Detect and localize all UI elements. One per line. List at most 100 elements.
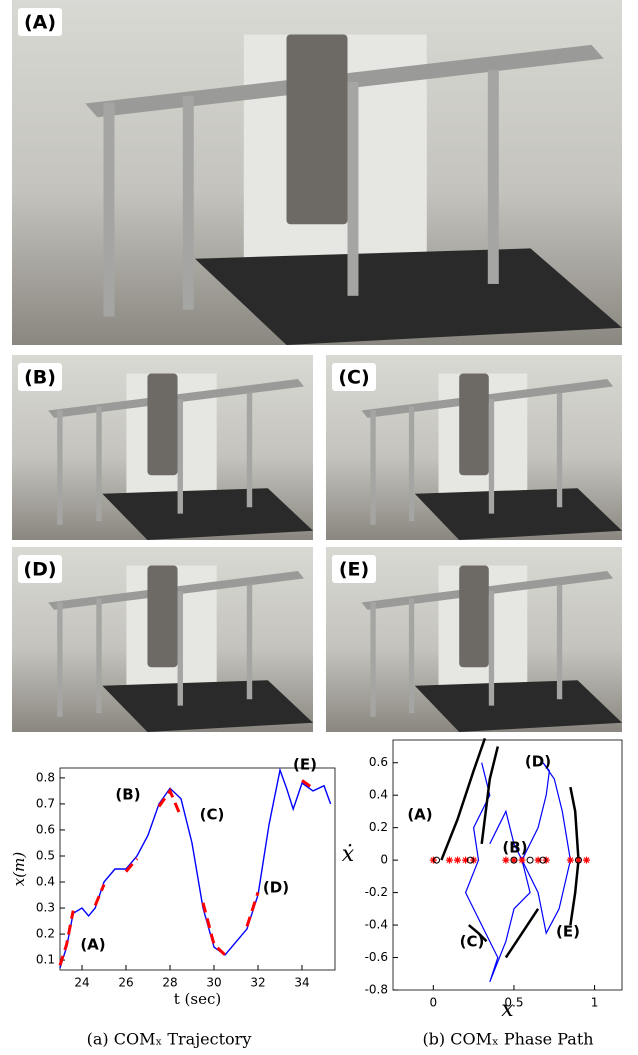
frame-post — [556, 584, 563, 700]
y-axis-label: x(m) — [10, 852, 28, 887]
caption: (a) COMₓ Trajectory — [87, 1030, 252, 1049]
x-tick-label: 34 — [294, 976, 309, 990]
x-tick-label: 24 — [74, 976, 89, 990]
robot — [147, 565, 178, 668]
frame-post — [408, 406, 415, 522]
series-line — [59, 767, 332, 969]
frame-post — [488, 398, 495, 514]
y-tick-label: 0.8 — [36, 770, 55, 784]
annotation: (A) — [80, 936, 105, 954]
star-marker — [462, 856, 470, 864]
frame-post — [408, 598, 415, 714]
frame-post — [103, 102, 115, 317]
annotation: (D) — [525, 753, 551, 771]
y-tick-label: 0.2 — [369, 820, 388, 834]
robot — [147, 373, 178, 476]
frame-post — [177, 398, 183, 514]
annotation: (E) — [556, 923, 580, 941]
x-tick-label: 0 — [429, 996, 437, 1010]
treadmill — [414, 488, 622, 540]
apex-marker — [433, 856, 441, 864]
x-tick-label: 0.5 — [504, 996, 523, 1010]
x-tick-label: 32 — [250, 976, 265, 990]
annotation: (A) — [407, 806, 432, 824]
photo: (E) — [326, 547, 622, 732]
panel-label: (D) — [23, 559, 56, 581]
apex-marker — [574, 856, 582, 864]
star-marker — [510, 856, 518, 864]
frame-post — [347, 81, 359, 296]
y-tick-label: -0.8 — [365, 983, 388, 997]
y-axis-label: ẋ — [342, 842, 355, 867]
y-tick-label: 0.4 — [369, 788, 388, 802]
star-marker — [518, 856, 526, 864]
annotation: (E) — [293, 756, 317, 774]
y-tick-label: 0.6 — [36, 822, 55, 836]
chart: 0 0.5 1 0.6 0.4 0.2 0 -0.2 -0.4 -0.6 -0.8 x ẋ (b) COM… — [342, 737, 623, 1049]
photo: (A) — [12, 0, 622, 345]
robot — [459, 565, 489, 668]
frame-post — [57, 602, 63, 717]
star-marker — [502, 856, 510, 864]
x-tick-label: 28 — [162, 976, 177, 990]
y-tick-label: 0.4 — [36, 875, 55, 889]
frame-post — [370, 410, 376, 525]
photo: (C) — [326, 355, 622, 540]
panel-label: (E) — [339, 559, 369, 581]
plot-frame — [59, 767, 336, 971]
frame-post — [57, 410, 63, 525]
y-tick-label: 0.3 — [36, 901, 55, 915]
annotation: (C) — [200, 806, 225, 824]
label-bg — [18, 555, 62, 583]
chart: 24 26 28 30 32 34 0.1 0.2 0.3 0.4 0.5 0.6 0.7 0.8 t (s… — [10, 756, 335, 1049]
annotation: (B) — [502, 839, 527, 857]
treadmill — [102, 488, 313, 540]
annotation: (D) — [263, 879, 289, 897]
frame-post — [487, 70, 499, 284]
frame-post — [488, 590, 495, 706]
star-marker — [445, 856, 453, 864]
frame-post — [246, 584, 253, 700]
series-line — [464, 762, 572, 983]
frame-post — [370, 602, 376, 717]
star-marker — [534, 856, 542, 864]
label-bg — [18, 363, 62, 391]
panel-label: (C) — [338, 367, 369, 389]
frame-post — [182, 95, 194, 310]
frame-post — [556, 392, 563, 508]
treadmill — [195, 248, 622, 345]
plot-frame — [392, 739, 623, 991]
treadmill — [102, 680, 313, 732]
x-tick-label: 1 — [591, 996, 599, 1010]
x-axis-label: x — [501, 997, 514, 1022]
y-tick-label: 0.1 — [36, 953, 55, 967]
x-axis-label: t (sec) — [174, 990, 221, 1008]
label-bg — [18, 8, 62, 36]
y-tick-label: -0.4 — [365, 918, 388, 932]
y-tick-label: -0.2 — [365, 885, 388, 899]
star-marker — [454, 856, 462, 864]
apex-marker — [510, 856, 518, 864]
annotation: (C) — [460, 933, 485, 951]
y-tick-label: 0.7 — [36, 796, 55, 810]
label-bg — [332, 363, 376, 391]
photo: (D) — [12, 547, 313, 732]
y-tick-label: 0 — [380, 853, 388, 867]
panel-label: (A) — [24, 12, 56, 34]
star-marker — [574, 856, 582, 864]
robot — [459, 373, 489, 476]
x-tick-label: 26 — [118, 976, 133, 990]
star-marker — [566, 856, 574, 864]
frame-post — [246, 392, 253, 508]
y-tick-label: 0.2 — [36, 927, 55, 941]
label-bg — [332, 555, 376, 583]
apex-marker — [526, 856, 534, 864]
apex-marker — [466, 856, 474, 864]
frame-post — [96, 598, 102, 714]
frame-post — [96, 406, 102, 522]
photos: (A) (B) (C) (D) (E) — [12, 0, 622, 732]
panel-label: (B) — [24, 367, 56, 389]
photo: (B) — [12, 355, 313, 540]
y-tick-label: 0.5 — [36, 848, 55, 862]
